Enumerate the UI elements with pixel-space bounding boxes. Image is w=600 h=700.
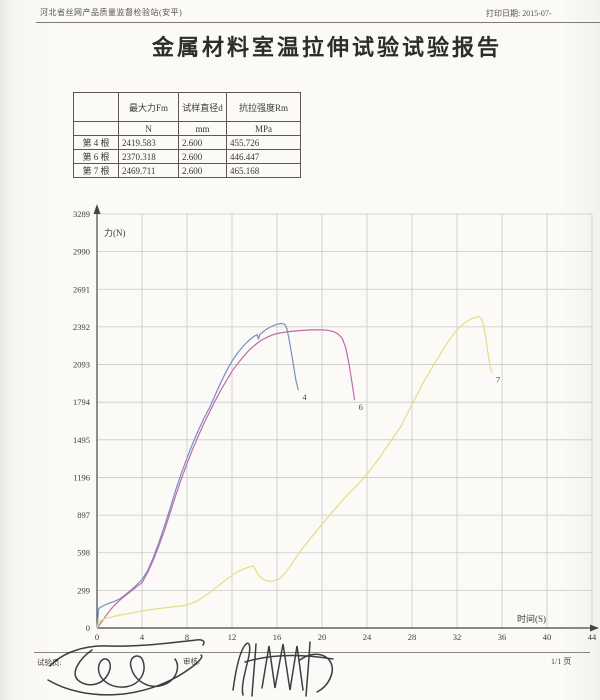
value-cell: 2370.318	[118, 149, 179, 164]
x-tick-label: 20	[318, 632, 327, 642]
value-cell: 2419.583	[118, 135, 179, 150]
report-title: 金属材料室温拉伸试验试验报告	[151, 35, 502, 60]
x-tick-label: 8	[185, 632, 189, 642]
x-tick-label: 0	[95, 632, 99, 642]
table-row: 第 7 根 2469.711 2.600 465.168	[73, 163, 301, 178]
corner-cell	[73, 92, 119, 122]
print-date: 打印日期: 2015-07-	[486, 9, 552, 18]
y-tick-label: 2392	[73, 322, 90, 332]
curve-specimen-7	[96, 316, 493, 629]
value-cell: 465.168	[226, 163, 301, 178]
table-row: 第 4 根 2419.583 2.600 455.726	[73, 135, 301, 150]
y-tick-label: 897	[77, 510, 90, 520]
reviewer-label: 审核:	[183, 657, 201, 666]
x-tick-label: 12	[228, 632, 237, 642]
unit-cell: mm	[178, 121, 227, 136]
y-tick-label: 299	[77, 585, 90, 595]
x-tick-label: 16	[273, 632, 282, 642]
page-number: 1/1 页	[551, 657, 572, 666]
y-axis-title: 力(N)	[104, 227, 126, 238]
x-tick-label: 40	[543, 632, 552, 642]
row-label: 第 7 根	[73, 163, 119, 178]
results-table-head: 最大力Fm 试样直径d 抗拉强度Rm	[73, 92, 301, 122]
value-cell: 446.447	[226, 149, 301, 164]
x-tick-label: 24	[363, 632, 372, 642]
y-tick-label: 1196	[73, 472, 90, 482]
x-tick-label: 36	[498, 632, 507, 642]
y-tick-label: 0	[86, 623, 90, 633]
y-tick-label: 2691	[73, 284, 90, 294]
column-header: 试样直径d	[178, 92, 227, 122]
operator-signature-scribble	[47, 639, 205, 696]
value-cell: 455.726	[226, 135, 301, 150]
y-tick-label: 598	[77, 548, 90, 558]
x-axis-arrow-icon	[590, 624, 599, 632]
y-tick-label: 2093	[73, 360, 90, 370]
table-row: 第 6 根 2370.318 2.600 446.447	[73, 149, 301, 164]
curve-end-label: 4	[302, 392, 307, 402]
y-tick-label: 3289	[73, 209, 90, 219]
reviewer-signature-scribble	[232, 641, 334, 697]
footer-divider	[34, 652, 590, 653]
curve-end-label: 6	[359, 402, 363, 412]
y-tick-label: 1495	[73, 435, 90, 445]
y-tick-label: 2990	[73, 247, 90, 257]
row-label: 第 6 根	[73, 149, 119, 164]
x-tick-label: 28	[408, 632, 417, 642]
unit-cell: MPa	[226, 121, 301, 136]
x-axis-title: 时间(S)	[517, 613, 546, 624]
org-name: 河北省丝网产品质量监督检验站(安平)	[40, 8, 183, 17]
curve-specimen-4	[96, 322, 299, 629]
x-tick-label: 44	[588, 632, 597, 642]
y-tick-label: 1794	[73, 397, 91, 407]
row-label: 第 4 根	[73, 135, 119, 150]
value-cell: 2.600	[178, 163, 227, 178]
unit-cell: N	[118, 121, 179, 136]
x-tick-label: 32	[453, 632, 462, 642]
value-cell: 2.600	[178, 149, 227, 164]
column-header: 抗拉强度Rm	[226, 92, 301, 122]
curve-end-label: 7	[496, 374, 500, 384]
column-header: 最大力Fm	[118, 92, 179, 122]
value-cell: 2.600	[178, 135, 227, 150]
value-cell: 2469.711	[118, 163, 179, 178]
unit-cell	[73, 121, 119, 136]
curve-specimen-6	[96, 329, 356, 629]
y-axis-arrow-icon	[93, 204, 101, 214]
x-tick-label: 4	[140, 632, 145, 642]
operator-label: 试验员:	[37, 658, 62, 667]
header-divider	[36, 22, 600, 23]
